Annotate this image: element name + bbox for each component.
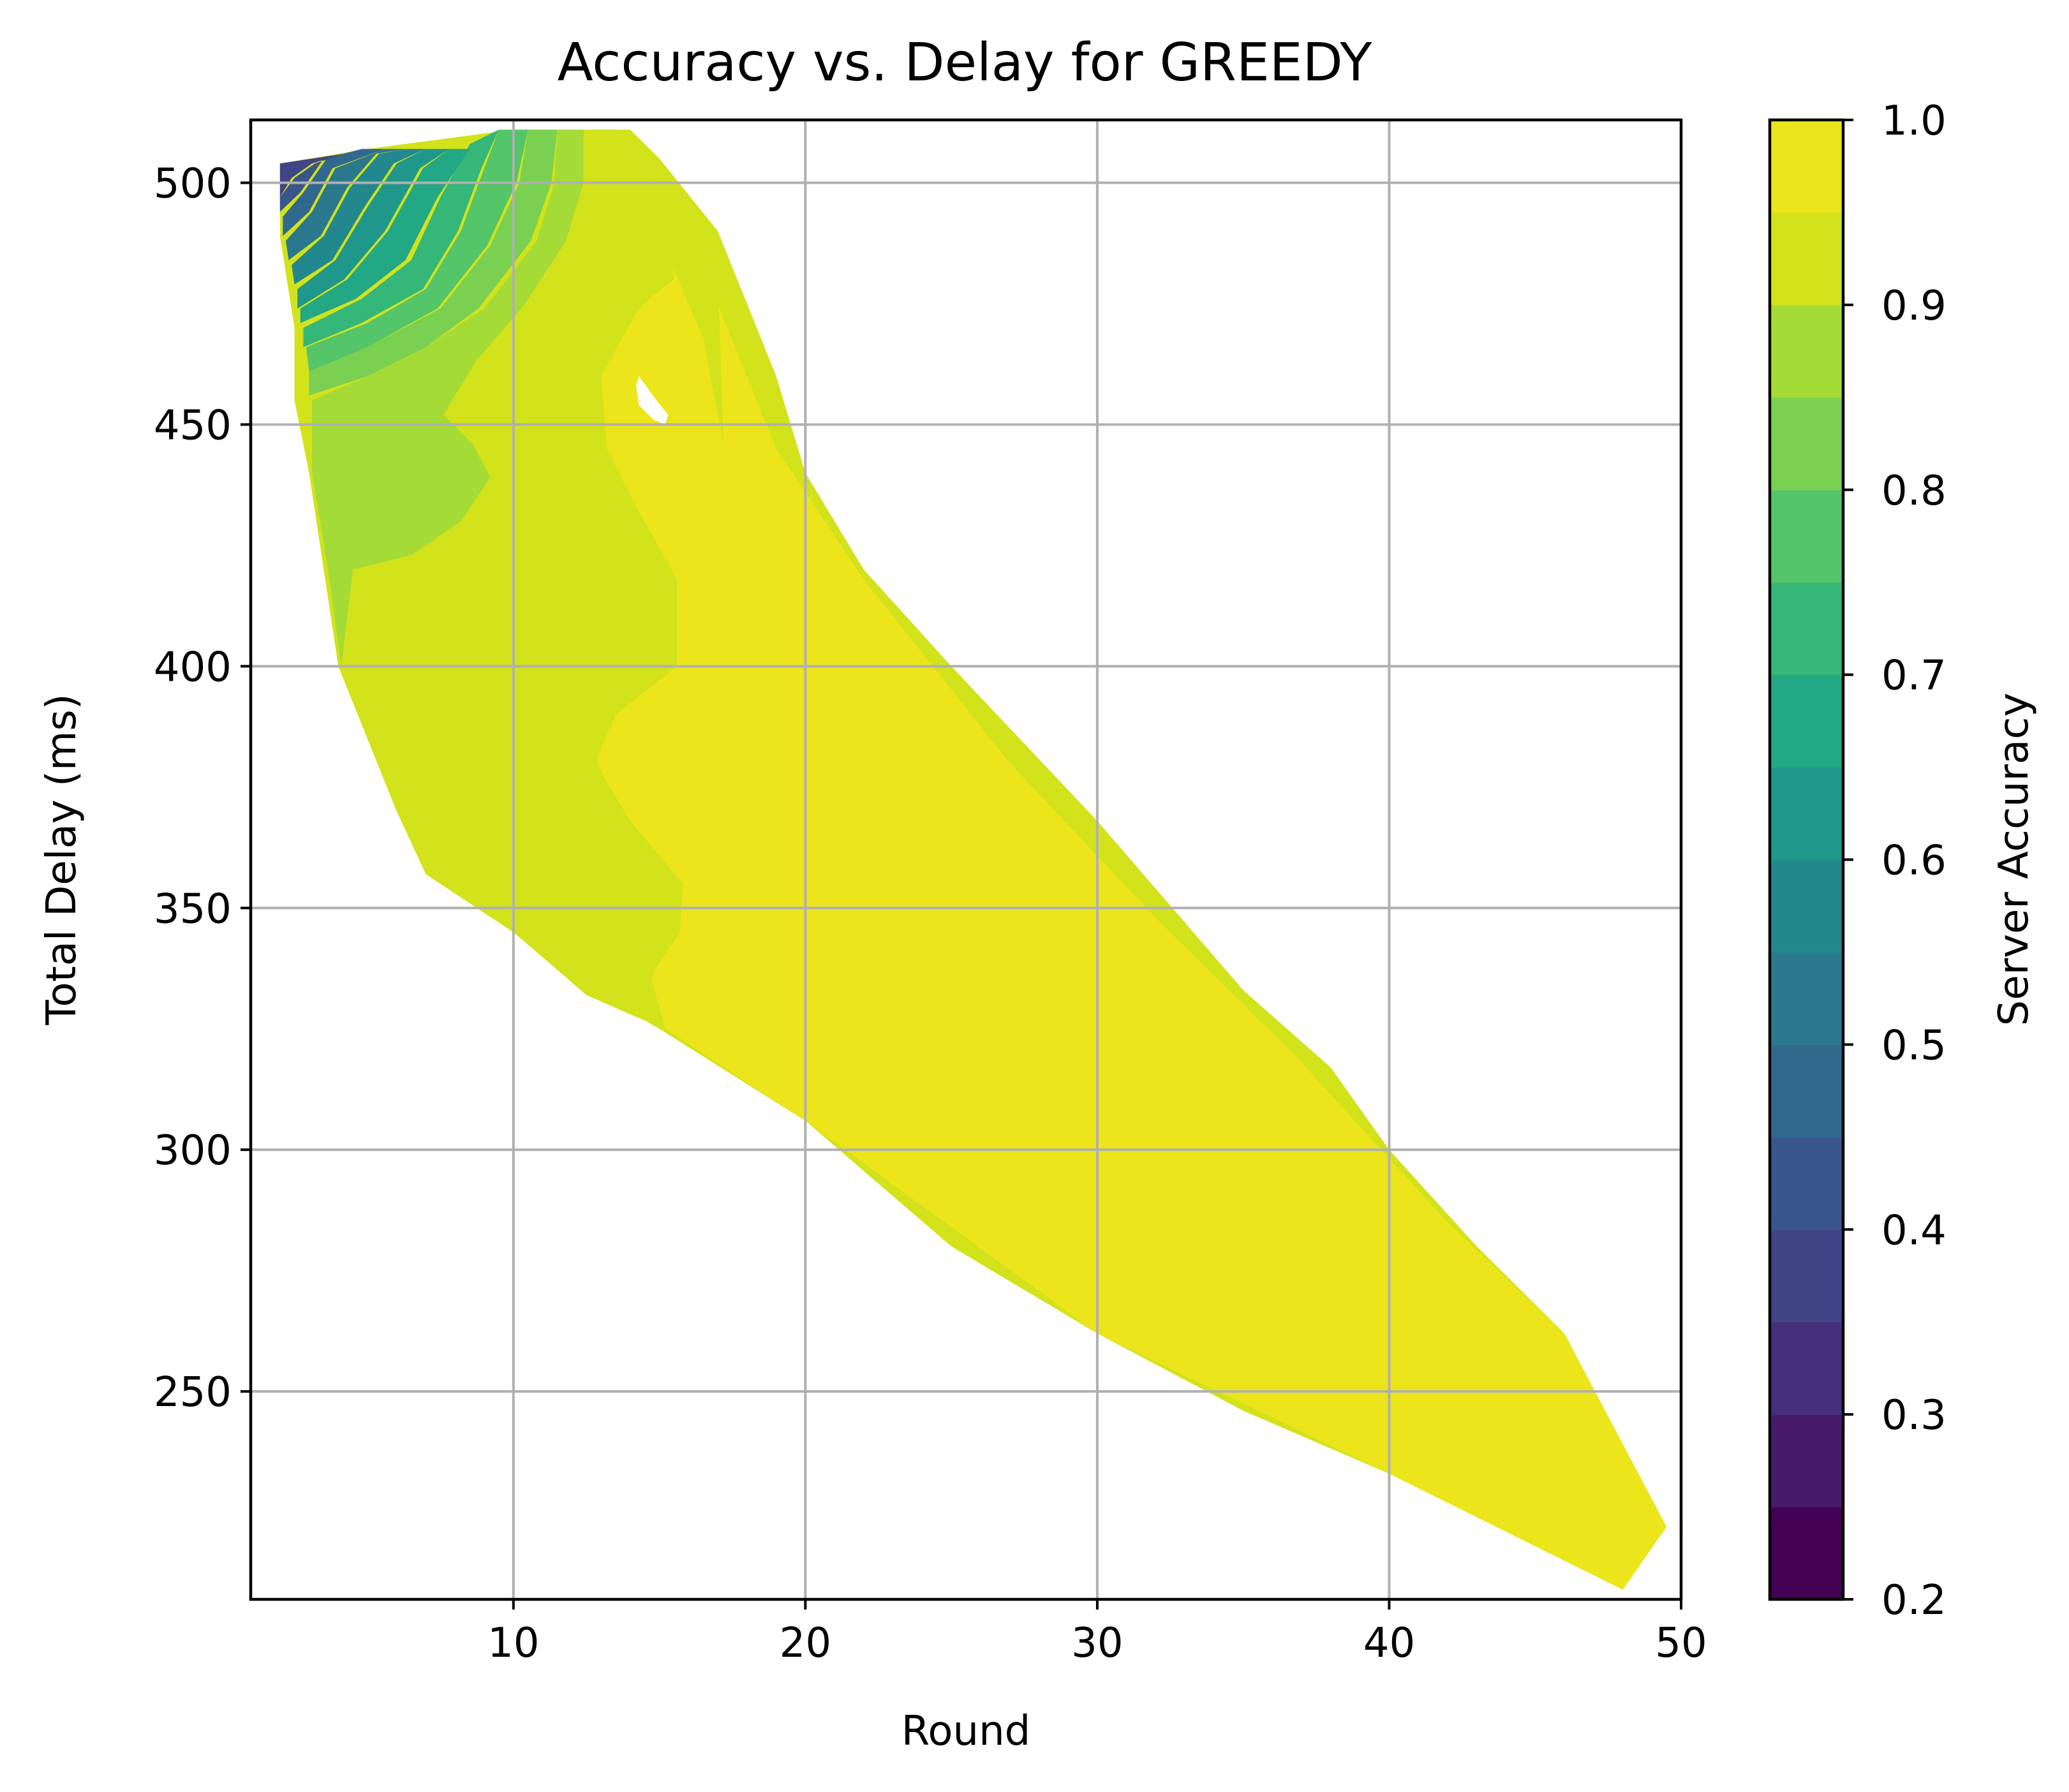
- x-axis-label: Round: [901, 1708, 1031, 1755]
- contour-band-0.85-0.90: [312, 130, 584, 667]
- y-tick-label-400: 400: [154, 644, 232, 691]
- contour-band-0.80-0.85: [309, 130, 558, 396]
- colorbar-tick-label-2: 0.4: [1881, 1207, 1947, 1254]
- colorbar-tick-label-0: 0.2: [1881, 1577, 1947, 1624]
- colorbar-band-3: [1770, 1229, 1843, 1322]
- colorbar: 0.2 0.3 0.4 0.5 0.6 0.7 0.8 0.9 1.0 Server Accur…: [1768, 98, 2038, 1624]
- colorbar-bands: [1770, 120, 1843, 1600]
- contour-band-0.45-0.50: [283, 149, 385, 236]
- colorbar-band-9: [1770, 674, 1843, 768]
- colorbar-band-13: [1770, 304, 1843, 398]
- colorbar-band-7: [1770, 859, 1843, 953]
- colorbar-band-14: [1770, 212, 1843, 306]
- colorbar-band-8: [1770, 767, 1843, 861]
- y-axis-label: Total Delay (ms): [38, 693, 85, 1025]
- axes-frame: [249, 118, 1683, 1601]
- x-tick-label-30: 30: [1071, 1620, 1123, 1667]
- colorbar-tick-label-1: 0.3: [1881, 1392, 1947, 1439]
- colorbar-tick-label-8: 1.0: [1881, 98, 1947, 145]
- colorbar-band-15: [1770, 120, 1843, 213]
- colorbar-tick-label-3: 0.5: [1881, 1022, 1947, 1069]
- colorbar-tick-label-7: 0.9: [1881, 283, 1947, 330]
- contour-band-0.65-0.70: [300, 149, 470, 323]
- colorbar-band-10: [1770, 582, 1843, 676]
- contour-band-0.90-0.95: [347, 130, 724, 1029]
- colorbar-band-2: [1770, 1322, 1843, 1415]
- x-tick-label-20: 20: [780, 1620, 831, 1667]
- colorbar-band-6: [1770, 952, 1843, 1046]
- x-axis-ticks: 10 20 30 40 50: [487, 1599, 1707, 1667]
- contour-band-0.55-0.60: [292, 149, 426, 285]
- colorbar-band-0: [1770, 1507, 1843, 1600]
- y-tick-label-450: 450: [154, 402, 232, 449]
- colorbar-ticks: 0.2 0.3 0.4 0.5 0.6 0.7 0.8 0.9 1.0: [1843, 98, 1947, 1624]
- x-tick-label-40: 40: [1363, 1620, 1415, 1667]
- y-tick-label-500: 500: [154, 161, 232, 208]
- contour-band-0.40-0.45: [279, 149, 362, 212]
- colorbar-band-1: [1770, 1414, 1843, 1507]
- colorbar-band-12: [1770, 397, 1843, 491]
- x-tick-label-50: 50: [1655, 1620, 1707, 1667]
- contour-band-0.95-1.0: [586, 134, 1667, 1590]
- y-tick-label-300: 300: [154, 1127, 232, 1174]
- y-tick-label-250: 250: [154, 1369, 232, 1416]
- contour-fills: [279, 130, 1667, 1590]
- contour-band-0.35-0.40: [279, 154, 345, 198]
- colorbar-label: Server Accuracy: [1991, 693, 2038, 1026]
- contour-hole-0: [636, 376, 669, 425]
- colorbar-band-11: [1770, 489, 1843, 583]
- colorbar-band-5: [1770, 1044, 1843, 1138]
- plot-area: 10 20 30 40 50 250 300 350 400 450 500: [154, 118, 1707, 1667]
- x-tick-label-10: 10: [487, 1620, 539, 1667]
- y-axis-ticks: 250 300 350 400 450 500: [154, 161, 251, 1416]
- contour-band-0.75-0.80: [306, 130, 528, 372]
- colorbar-tick-label-5: 0.7: [1881, 653, 1947, 700]
- contour-band-0.60-0.65: [297, 149, 450, 309]
- colorbar-band-4: [1770, 1137, 1843, 1231]
- contour-band-0.50-0.55: [285, 149, 406, 260]
- colorbar-tick-label-4: 0.6: [1881, 838, 1947, 885]
- chart-title: Accuracy vs. Delay for GREEDY: [558, 33, 1373, 93]
- colorbar-tick-label-6: 0.8: [1881, 468, 1947, 515]
- y-tick-label-350: 350: [154, 885, 232, 933]
